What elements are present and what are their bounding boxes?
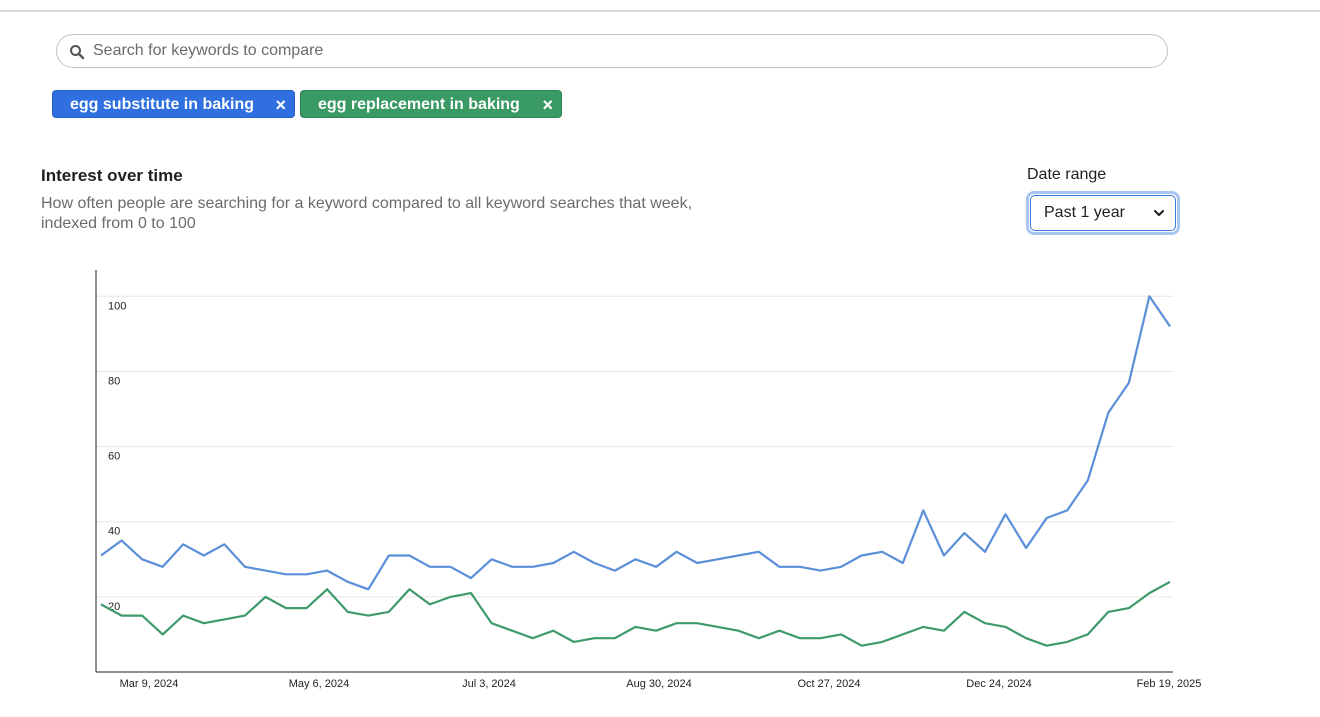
keyword-chip-2[interactable]: egg replacement in baking × xyxy=(300,90,562,118)
date-range-focus-ring xyxy=(1030,195,1176,231)
keyword-chip-label: egg replacement in baking xyxy=(318,96,520,113)
close-icon[interactable]: × xyxy=(275,95,286,115)
date-range-value: Past 1 year xyxy=(1044,204,1125,221)
date-range-label: Date range xyxy=(1027,166,1107,183)
keyword-chip-1[interactable]: egg substitute in baking × xyxy=(52,90,295,118)
x-tick-label: Oct 27, 2024 xyxy=(798,678,861,690)
x-tick-label: May 6, 2024 xyxy=(289,678,350,690)
y-tick-label: 40 xyxy=(108,526,120,538)
x-tick-label: Feb 19, 2025 xyxy=(1137,678,1202,690)
date-range-select[interactable]: Past 1 year xyxy=(1026,191,1180,235)
y-tick-label: 80 xyxy=(108,375,120,387)
x-tick-label: Aug 30, 2024 xyxy=(626,678,691,690)
section-title: Interest over time xyxy=(41,166,183,185)
close-icon[interactable]: × xyxy=(542,95,553,115)
chevron-down-icon xyxy=(1154,210,1164,216)
x-tick-label: Mar 9, 2024 xyxy=(120,678,179,690)
x-tick-label: Jul 3, 2024 xyxy=(462,678,516,690)
y-tick-label: 60 xyxy=(108,451,120,463)
series-line-2 xyxy=(100,580,1171,647)
search-icon xyxy=(70,45,85,60)
x-tick-label: Dec 24, 2024 xyxy=(966,678,1031,690)
search-input[interactable] xyxy=(93,39,1153,63)
series-line-1 xyxy=(100,295,1171,591)
section-subtitle: How often people are searching for a key… xyxy=(41,195,693,232)
search-box[interactable] xyxy=(56,34,1168,68)
keyword-chip-label: egg substitute in baking xyxy=(70,96,255,113)
top-divider xyxy=(0,10,1320,12)
y-tick-label: 100 xyxy=(108,300,126,312)
